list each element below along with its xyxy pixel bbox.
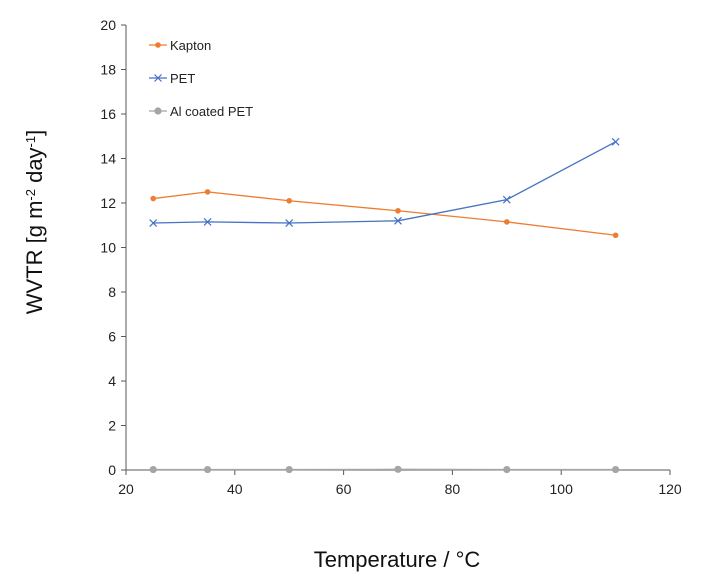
point-pet-stroke-b — [149, 219, 158, 227]
x-tick-label: 60 — [336, 481, 352, 497]
y-tick-label: 14 — [100, 151, 116, 167]
x-tick-label: 20 — [118, 481, 134, 497]
point-kapton — [286, 197, 293, 204]
y-axis-title-day: day — [22, 147, 47, 189]
x-tick-label: 80 — [445, 481, 461, 497]
point-al-coated-pet — [394, 465, 402, 473]
series-pet — [149, 137, 620, 227]
legend-item-al-coated-pet: Al coated PET — [149, 104, 253, 119]
x-axis-title: Temperature / °C — [314, 547, 481, 572]
series-layer — [149, 137, 620, 474]
point-pet-stroke-b — [502, 195, 511, 204]
point-pet — [611, 137, 620, 146]
point-al-coated-pet — [204, 465, 212, 474]
point-pet-stroke-b — [285, 219, 294, 227]
point-al-coated-pet — [503, 465, 511, 474]
point-pet — [203, 217, 212, 226]
y-tick-label: 0 — [108, 462, 116, 478]
legend-marker-al-coated-pet — [154, 107, 162, 115]
legend-marker-kapton — [155, 42, 161, 48]
x-tick-label: 120 — [658, 481, 682, 497]
y-axis-title-sup1: -2 — [23, 189, 38, 201]
point-kapton — [612, 232, 619, 239]
axes — [125, 25, 670, 471]
y-tick-label: 16 — [100, 106, 116, 122]
y-tick-label: 12 — [100, 195, 116, 211]
x-tick-label: 40 — [227, 481, 243, 497]
y-axis-title: WVTR [g m-2 day-1] — [22, 130, 47, 315]
point-kapton — [504, 219, 510, 225]
legend-item-pet: PET — [149, 71, 195, 86]
x-tick-label: 100 — [550, 481, 574, 497]
y-axis-title-main: WVTR [g m — [22, 201, 47, 315]
point-pet — [149, 219, 158, 227]
point-kapton — [204, 189, 211, 195]
y-tick-label: 8 — [108, 284, 116, 300]
y-axis-title-close: ] — [22, 130, 47, 136]
point-pet-stroke-b — [611, 137, 620, 146]
legend-label-kapton: Kapton — [170, 38, 211, 53]
legend-item-kapton: Kapton — [149, 38, 211, 53]
point-pet — [502, 195, 511, 204]
y-tick-label: 20 — [100, 17, 116, 33]
y-tick-label: 10 — [100, 240, 116, 256]
legend-marker-pet-stroke-b — [154, 74, 162, 82]
point-pet-stroke-b — [203, 217, 212, 226]
series-kapton — [150, 189, 619, 239]
legend-label-al-coated-pet: Al coated PET — [170, 104, 253, 119]
y-axis-title-sup2: -1 — [23, 136, 38, 148]
point-al-coated-pet — [285, 465, 293, 474]
point-al-coated-pet — [149, 465, 157, 474]
y-tick-label: 6 — [108, 329, 116, 345]
point-pet — [394, 216, 402, 225]
y-tick-label: 18 — [100, 62, 116, 78]
point-al-coated-pet — [612, 465, 620, 474]
series-al-coated-pet — [149, 465, 620, 474]
line-pet — [153, 141, 616, 224]
legend-marker-pet — [154, 74, 162, 82]
point-kapton — [395, 207, 401, 214]
point-kapton — [150, 195, 156, 202]
legend-label-pet: PET — [170, 71, 195, 86]
line-kapton — [153, 191, 616, 236]
y-tick-label: 4 — [108, 373, 116, 389]
legend: Kapton PET Al coated PET — [149, 38, 253, 119]
ticks: 0 2 4 6 8 10 12 14 16 18 20 20 40 60 80 100 120 — [100, 17, 681, 497]
point-pet-stroke-b — [394, 216, 402, 225]
point-pet — [285, 219, 294, 227]
y-tick-label: 2 — [108, 418, 116, 434]
